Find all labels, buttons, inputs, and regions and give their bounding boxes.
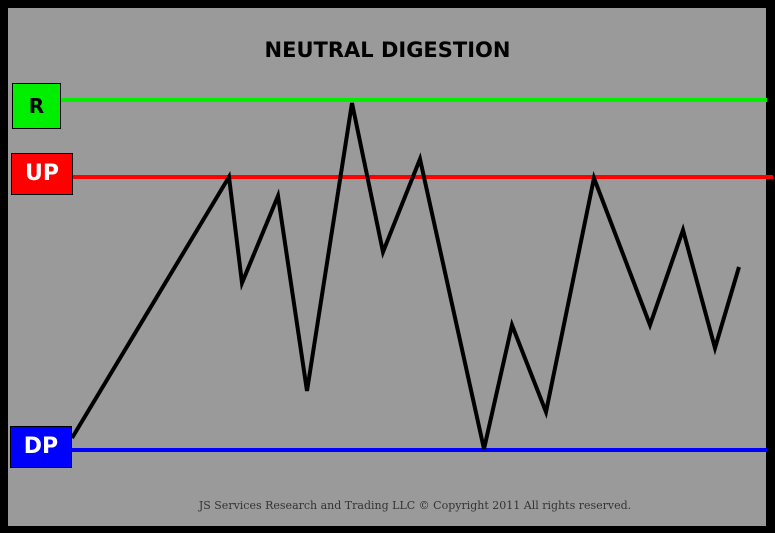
copyright-footer: JS Services Research and Trading LLC © C… (198, 499, 632, 512)
upper-pivot-tag: UP (11, 153, 73, 195)
price-path (70, 102, 741, 450)
resistance-tag: R (12, 83, 61, 129)
down-pivot-tag: DP (10, 426, 72, 468)
chart-panel (8, 8, 766, 526)
diagram-title: NEUTRAL DIGESTION (264, 38, 511, 62)
